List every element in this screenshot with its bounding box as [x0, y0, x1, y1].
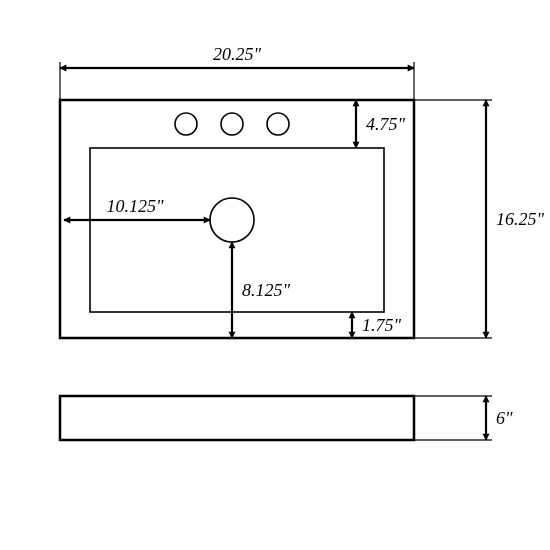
dim-drain-x-label: 10.125" [106, 196, 164, 216]
sink-dimension-diagram: 20.25" 16.25" 6" 4.75" 1.75" 10.125" 8.125" [0, 0, 550, 550]
faucet-hole-3 [267, 113, 289, 135]
faucet-hole-1 [175, 113, 197, 135]
sink-side-view [60, 396, 414, 440]
dim-width-label: 20.25" [213, 44, 262, 64]
faucet-hole-2 [221, 113, 243, 135]
drain-hole [210, 198, 254, 242]
dim-drain-y-label: 8.125" [242, 280, 291, 300]
dim-ledge-top-label: 4.75" [366, 114, 406, 134]
sink-basin [90, 148, 384, 312]
dim-side-height-label: 6" [496, 408, 513, 428]
dim-ledge-bottom-label: 1.75" [362, 315, 402, 335]
dim-height-label: 16.25" [496, 209, 545, 229]
